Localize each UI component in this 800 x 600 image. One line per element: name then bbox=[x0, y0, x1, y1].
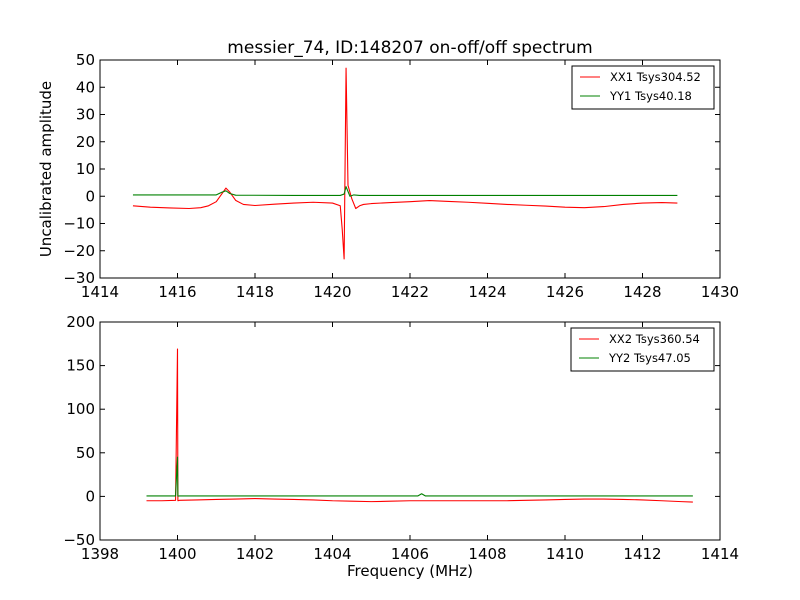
x-tick-label: 1418 bbox=[236, 283, 274, 301]
x-tick-label: 1420 bbox=[313, 283, 351, 301]
series-line-yy1 bbox=[132, 186, 678, 197]
y-tick-label: −20 bbox=[63, 242, 95, 260]
x-tick-label: 1402 bbox=[236, 545, 274, 563]
y-tick-label: 50 bbox=[76, 444, 95, 462]
y-tick-label: 150 bbox=[66, 357, 95, 375]
legend: XX2 Tsys360.54 YY2 Tsys47.05 bbox=[570, 327, 715, 372]
x-tick-label: 1404 bbox=[313, 545, 351, 563]
series-line-xx1 bbox=[132, 67, 678, 260]
y-tick-label: 100 bbox=[66, 400, 95, 418]
x-tick-label: 1398 bbox=[81, 545, 119, 563]
legend-box bbox=[570, 327, 715, 372]
x-axis-label: Frequency (MHz) bbox=[347, 562, 473, 580]
x-tick-label: 1422 bbox=[391, 283, 429, 301]
x-tick-label: 1400 bbox=[158, 545, 196, 563]
x-tick-label: 1414 bbox=[81, 283, 119, 301]
y-tick-label: 20 bbox=[76, 133, 95, 151]
top-panel: messier_74, ID:148207 on-off/off spectru… bbox=[37, 38, 739, 301]
legend: XX1 Tsys304.52 YY1 Tsys40.18 bbox=[571, 65, 715, 110]
y-axis-label: Uncalibrated amplitude bbox=[37, 81, 55, 257]
x-tick-label: 1414 bbox=[701, 545, 739, 563]
legend-entry-xx1: XX1 Tsys304.52 bbox=[610, 70, 701, 84]
y-tick-label: 0 bbox=[85, 187, 95, 205]
x-tick-label: 1416 bbox=[158, 283, 196, 301]
y-tick-label: −10 bbox=[63, 215, 95, 233]
y-tick-label: 30 bbox=[76, 106, 95, 124]
x-tick-label: 1412 bbox=[623, 545, 661, 563]
y-tick-label: 50 bbox=[76, 51, 95, 69]
x-tick-label: 1426 bbox=[546, 283, 584, 301]
x-tick-label: 1428 bbox=[623, 283, 661, 301]
series-line-xx2 bbox=[146, 348, 693, 503]
y-tick-label: 0 bbox=[85, 487, 95, 505]
legend-entry-yy2: YY2 Tsys47.05 bbox=[608, 351, 691, 365]
x-tick-label: 1424 bbox=[468, 283, 506, 301]
legend-entry-xx2: XX2 Tsys360.54 bbox=[609, 332, 700, 346]
series-line-yy2 bbox=[146, 456, 693, 497]
y-tick-label: 40 bbox=[76, 78, 95, 96]
y-tick-label: −50 bbox=[63, 531, 95, 549]
y-tick-label: −30 bbox=[63, 269, 95, 287]
legend-entry-yy1: YY1 Tsys40.18 bbox=[609, 89, 692, 103]
y-tick-label: 200 bbox=[66, 313, 95, 331]
x-tick-label: 1430 bbox=[701, 283, 739, 301]
chart-title: messier_74, ID:148207 on-off/off spectru… bbox=[227, 38, 592, 58]
top-plot-frame bbox=[99, 59, 721, 279]
x-tick-label: 1406 bbox=[391, 545, 429, 563]
x-tick-label: 1408 bbox=[468, 545, 506, 563]
legend-box bbox=[571, 65, 715, 110]
x-tick-label: 1410 bbox=[546, 545, 584, 563]
y-tick-label: 10 bbox=[76, 160, 95, 178]
bottom-plot-frame bbox=[99, 321, 721, 541]
bottom-panel: Frequency (MHz) 1398 1400 1402 1404 1406 1408… bbox=[63, 313, 739, 580]
